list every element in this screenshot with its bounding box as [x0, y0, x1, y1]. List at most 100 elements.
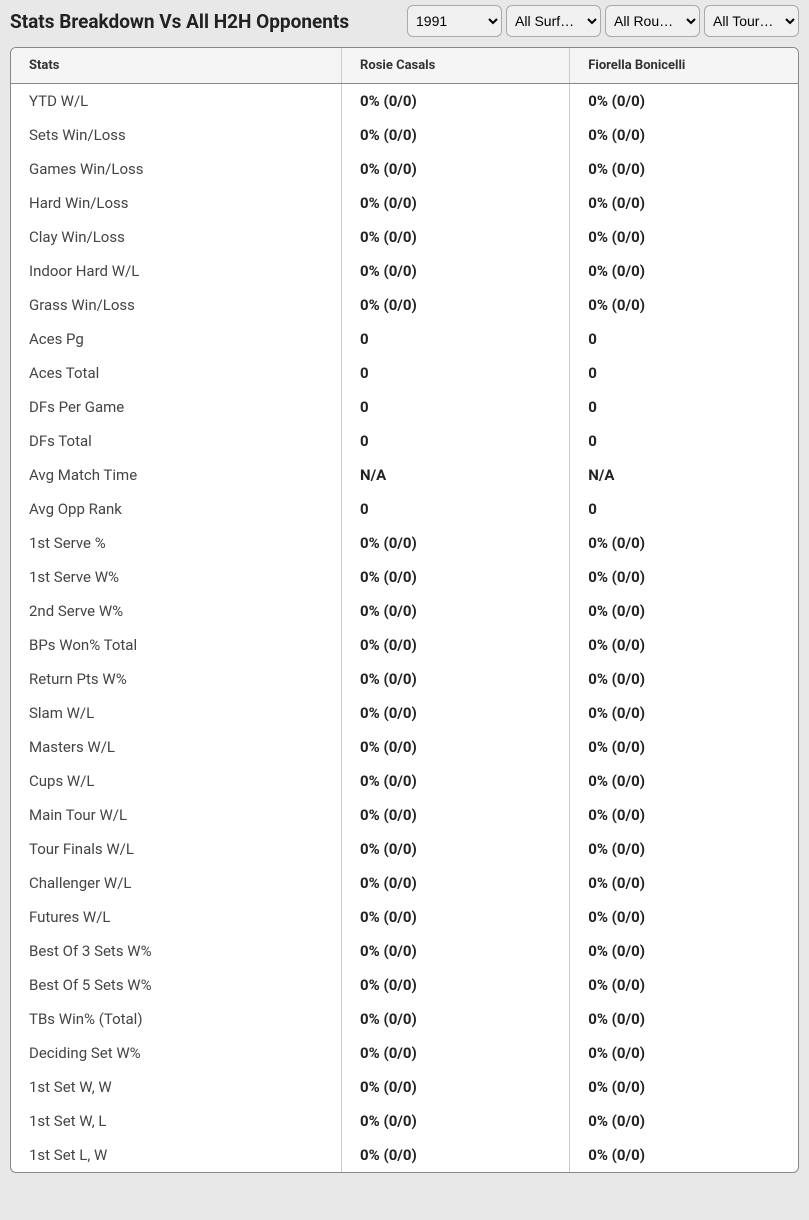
stat-label: Best Of 5 Sets W%: [11, 968, 342, 1002]
player2-value: 0% (0/0): [570, 764, 798, 798]
player1-value: 0% (0/0): [342, 730, 570, 764]
player1-value: 0% (0/0): [342, 696, 570, 730]
player1-value: 0% (0/0): [342, 1070, 570, 1104]
stat-label: Deciding Set W%: [11, 1036, 342, 1070]
stat-label: 2nd Serve W%: [11, 594, 342, 628]
player2-value: 0% (0/0): [570, 628, 798, 662]
player2-value: 0% (0/0): [570, 934, 798, 968]
player1-value: 0% (0/0): [342, 526, 570, 560]
table-row: Deciding Set W%0% (0/0)0% (0/0): [11, 1036, 798, 1070]
stat-label: BPs Won% Total: [11, 628, 342, 662]
stat-label: 1st Serve W%: [11, 560, 342, 594]
table-row: Sets Win/Loss0% (0/0)0% (0/0): [11, 118, 798, 152]
table-row: Games Win/Loss0% (0/0)0% (0/0): [11, 152, 798, 186]
table-row: 1st Set W, L0% (0/0)0% (0/0): [11, 1104, 798, 1138]
player2-value: 0% (0/0): [570, 152, 798, 186]
player1-value: 0% (0/0): [342, 1104, 570, 1138]
player1-value: 0% (0/0): [342, 968, 570, 1002]
stat-label: Tour Finals W/L: [11, 832, 342, 866]
player1-value: 0: [342, 492, 570, 526]
stat-label: Aces Total: [11, 356, 342, 390]
table-row: Grass Win/Loss0% (0/0)0% (0/0): [11, 288, 798, 322]
player2-value: 0% (0/0): [570, 1138, 798, 1172]
player1-value: 0% (0/0): [342, 594, 570, 628]
stat-label: Main Tour W/L: [11, 798, 342, 832]
player2-value: 0: [570, 390, 798, 424]
player1-value: 0: [342, 356, 570, 390]
player2-value: 0% (0/0): [570, 220, 798, 254]
table-row: 1st Set L, W0% (0/0)0% (0/0): [11, 1138, 798, 1172]
player2-value: 0% (0/0): [570, 968, 798, 1002]
table-row: Indoor Hard W/L0% (0/0)0% (0/0): [11, 254, 798, 288]
tour-select[interactable]: All Tour…: [704, 5, 799, 37]
table-row: DFs Per Game00: [11, 390, 798, 424]
table-row: Tour Finals W/L0% (0/0)0% (0/0): [11, 832, 798, 866]
player1-value: 0: [342, 390, 570, 424]
player2-value: 0% (0/0): [570, 832, 798, 866]
player1-value: 0% (0/0): [342, 186, 570, 220]
stat-label: 1st Set W, W: [11, 1070, 342, 1104]
table-row: Challenger W/L0% (0/0)0% (0/0): [11, 866, 798, 900]
table-row: Best Of 3 Sets W%0% (0/0)0% (0/0): [11, 934, 798, 968]
table-row: YTD W/L0% (0/0)0% (0/0): [11, 84, 798, 119]
player1-value: 0% (0/0): [342, 662, 570, 696]
header-bar: Stats Breakdown Vs All H2H Opponents 199…: [0, 0, 809, 42]
player2-value: 0: [570, 356, 798, 390]
player2-value: 0% (0/0): [570, 1036, 798, 1070]
table-row: Aces Pg00: [11, 322, 798, 356]
player1-value: 0% (0/0): [342, 1036, 570, 1070]
col-header-stats: Stats: [11, 48, 342, 84]
stat-label: Avg Match Time: [11, 458, 342, 492]
table-row: 1st Serve W%0% (0/0)0% (0/0): [11, 560, 798, 594]
col-header-player1: Rosie Casals: [342, 48, 570, 84]
player1-value: 0% (0/0): [342, 152, 570, 186]
stat-label: Return Pts W%: [11, 662, 342, 696]
table-row: BPs Won% Total0% (0/0)0% (0/0): [11, 628, 798, 662]
player2-value: 0% (0/0): [570, 594, 798, 628]
stat-label: Masters W/L: [11, 730, 342, 764]
player1-value: 0% (0/0): [342, 220, 570, 254]
table-row: 1st Set W, W0% (0/0)0% (0/0): [11, 1070, 798, 1104]
table-row: 1st Serve %0% (0/0)0% (0/0): [11, 526, 798, 560]
round-select[interactable]: All Rou…: [605, 5, 700, 37]
player1-value: 0% (0/0): [342, 764, 570, 798]
player1-value: 0: [342, 424, 570, 458]
stat-label: 1st Set L, W: [11, 1138, 342, 1172]
player1-value: 0% (0/0): [342, 560, 570, 594]
table-row: Hard Win/Loss0% (0/0)0% (0/0): [11, 186, 798, 220]
player1-value: 0% (0/0): [342, 84, 570, 119]
table-row: Slam W/L0% (0/0)0% (0/0): [11, 696, 798, 730]
player2-value: 0% (0/0): [570, 118, 798, 152]
player1-value: 0% (0/0): [342, 832, 570, 866]
player2-value: 0% (0/0): [570, 186, 798, 220]
table-row: Avg Match TimeN/AN/A: [11, 458, 798, 492]
player2-value: 0% (0/0): [570, 798, 798, 832]
player1-value: N/A: [342, 458, 570, 492]
player2-value: 0% (0/0): [570, 696, 798, 730]
player1-value: 0% (0/0): [342, 934, 570, 968]
player2-value: N/A: [570, 458, 798, 492]
player1-value: 0% (0/0): [342, 628, 570, 662]
stat-label: Clay Win/Loss: [11, 220, 342, 254]
stat-label: Cups W/L: [11, 764, 342, 798]
stat-label: Futures W/L: [11, 900, 342, 934]
player1-value: 0% (0/0): [342, 798, 570, 832]
player2-value: 0% (0/0): [570, 288, 798, 322]
stat-label: Games Win/Loss: [11, 152, 342, 186]
player2-value: 0% (0/0): [570, 526, 798, 560]
table-row: DFs Total00: [11, 424, 798, 458]
col-header-player2: Fiorella Bonicelli: [570, 48, 798, 84]
stat-label: Grass Win/Loss: [11, 288, 342, 322]
stat-label: Indoor Hard W/L: [11, 254, 342, 288]
stat-label: Slam W/L: [11, 696, 342, 730]
stat-label: Challenger W/L: [11, 866, 342, 900]
table-row: Main Tour W/L0% (0/0)0% (0/0): [11, 798, 798, 832]
stat-label: Aces Pg: [11, 322, 342, 356]
player2-value: 0% (0/0): [570, 662, 798, 696]
table-header-row: Stats Rosie Casals Fiorella Bonicelli: [11, 48, 798, 84]
surface-select[interactable]: All Surf…: [506, 5, 601, 37]
table-row: Clay Win/Loss0% (0/0)0% (0/0): [11, 220, 798, 254]
table-row: Best Of 5 Sets W%0% (0/0)0% (0/0): [11, 968, 798, 1002]
year-select[interactable]: 1991: [407, 5, 502, 37]
player2-value: 0% (0/0): [570, 730, 798, 764]
